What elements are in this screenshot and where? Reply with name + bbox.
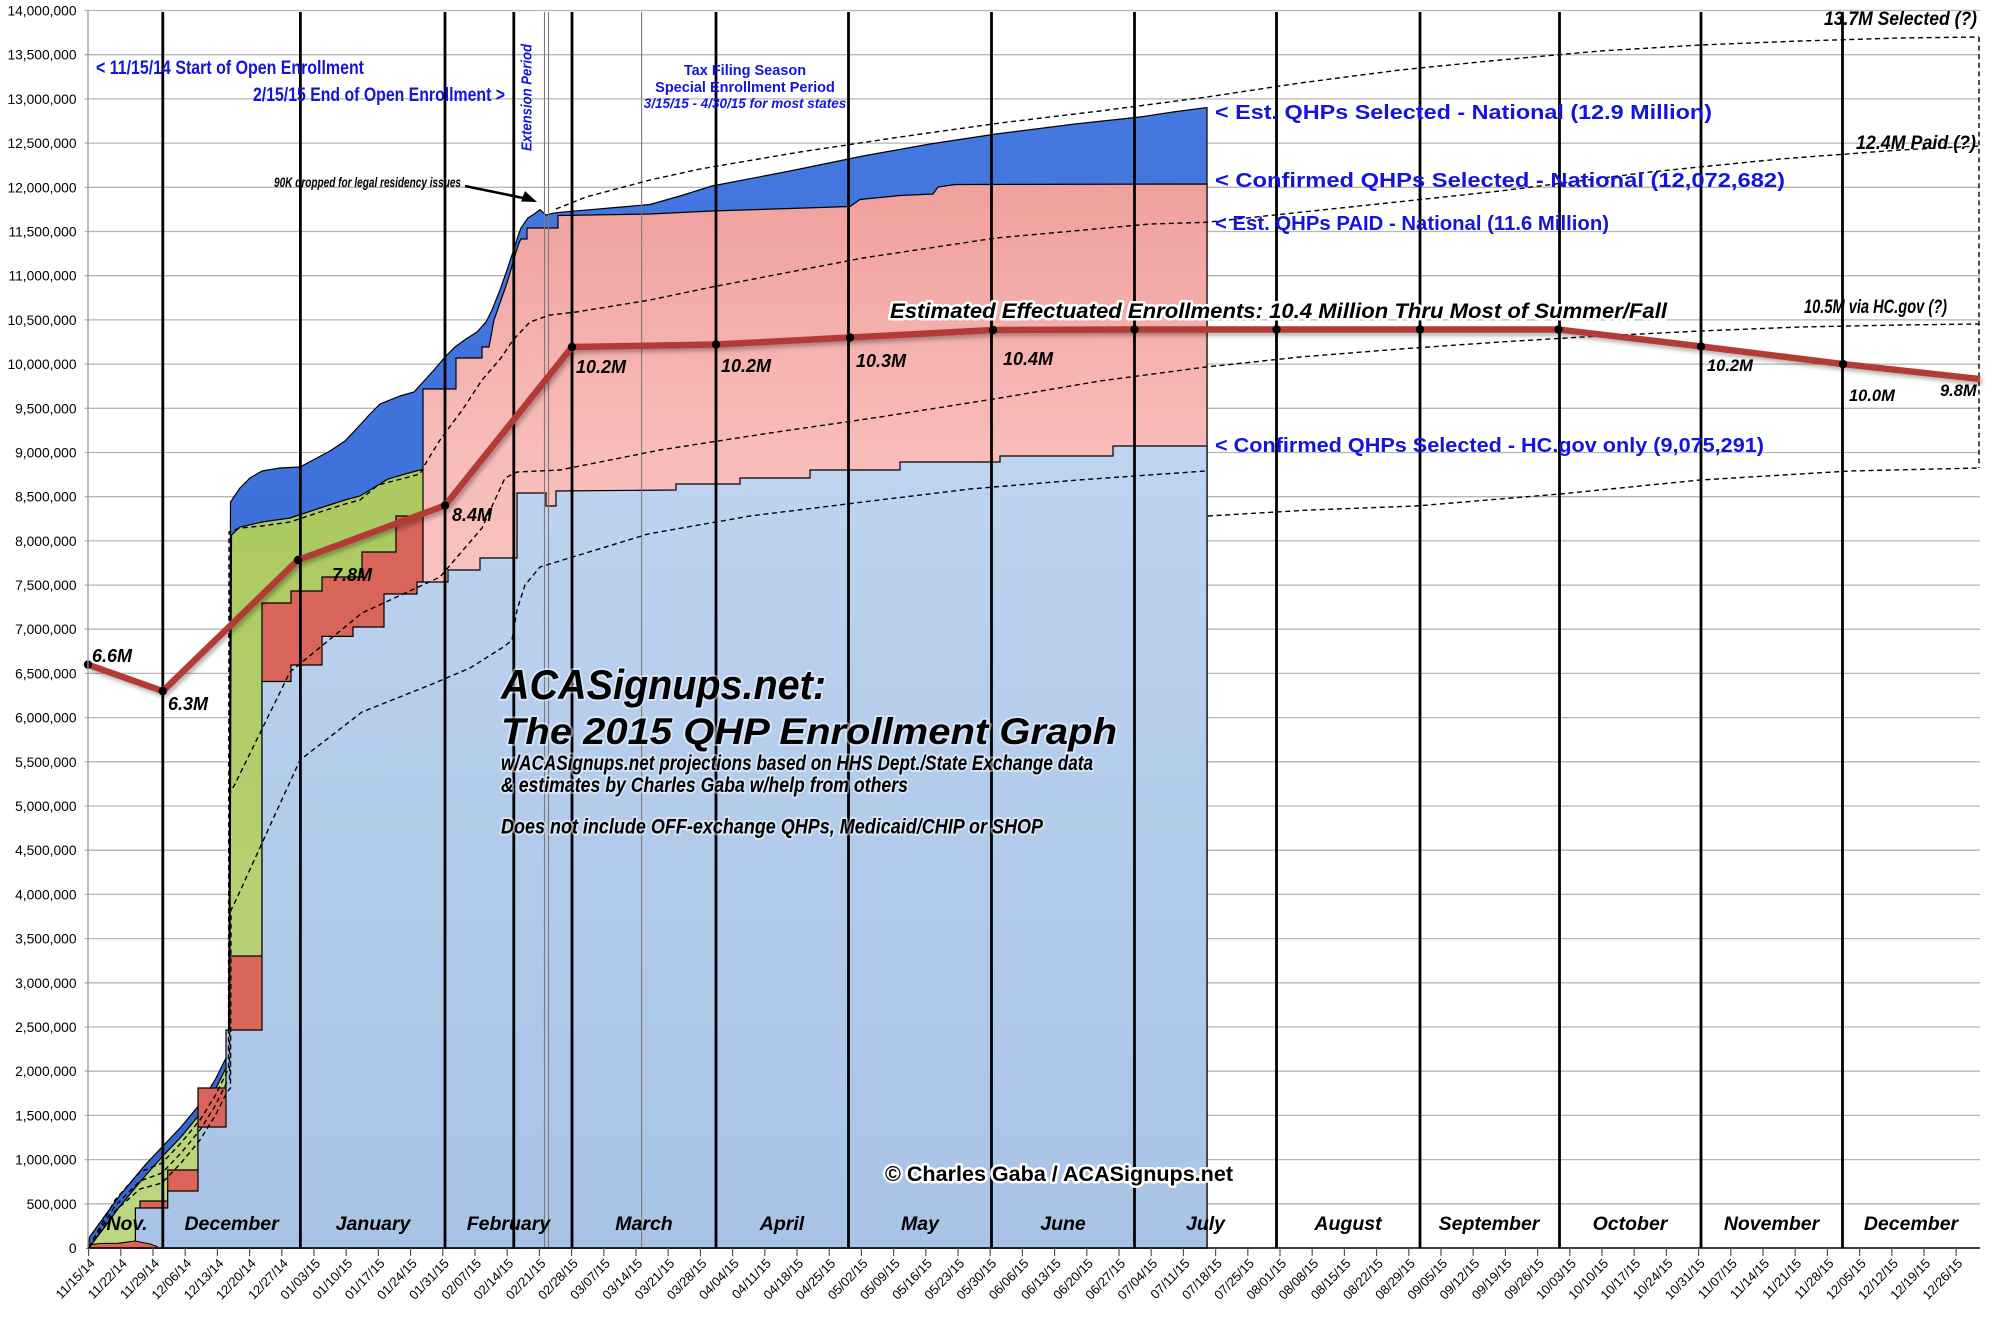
svg-text:13,000,000: 13,000,000: [7, 92, 76, 107]
svg-text:Nov.: Nov.: [106, 1213, 147, 1235]
svg-text:October: October: [1593, 1213, 1669, 1235]
svg-text:10.2M: 10.2M: [1707, 357, 1754, 375]
svg-text:13,500,000: 13,500,000: [7, 48, 76, 63]
svg-text:9,500,000: 9,500,000: [15, 401, 77, 416]
svg-text:3,000,000: 3,000,000: [15, 976, 77, 991]
svg-text:ACASignups.net:: ACASignups.net:: [500, 661, 826, 708]
svg-text:2,500,000: 2,500,000: [15, 1020, 77, 1035]
svg-text:3,500,000: 3,500,000: [15, 932, 77, 947]
svg-text:The 2015 QHP Enrollment Graph: The 2015 QHP Enrollment Graph: [501, 711, 1117, 752]
svg-text:8,500,000: 8,500,000: [15, 490, 77, 505]
svg-text:4,000,000: 4,000,000: [15, 887, 77, 902]
svg-text:< Est. QHPs PAID - National (1: < Est. QHPs PAID - National (11.6 Millio…: [1215, 213, 1609, 235]
svg-text:1,500,000: 1,500,000: [15, 1108, 77, 1123]
svg-text:1,000,000: 1,000,000: [15, 1153, 77, 1168]
svg-text:12,500,000: 12,500,000: [7, 136, 76, 151]
svg-text:& estimates by Charles Gaba w/: & estimates by Charles Gaba w/help from …: [501, 774, 908, 797]
svg-text:10.5M via HC.gov (?): 10.5M via HC.gov (?): [1804, 297, 1947, 318]
svg-text:8,000,000: 8,000,000: [15, 534, 77, 549]
svg-text:4,500,000: 4,500,000: [15, 843, 77, 858]
svg-text:3/15/15 - 4/30/15 for most sta: 3/15/15 - 4/30/15 for most states: [644, 96, 847, 111]
svg-text:12.4M Paid (?): 12.4M Paid (?): [1856, 133, 1976, 154]
svg-text:500,000: 500,000: [27, 1197, 77, 1212]
svg-text:7,000,000: 7,000,000: [15, 622, 77, 637]
svg-text:March: March: [615, 1213, 673, 1235]
svg-text:6,500,000: 6,500,000: [15, 666, 77, 681]
svg-text:11,000,000: 11,000,000: [8, 269, 76, 284]
svg-text:10.4M: 10.4M: [1003, 349, 1054, 369]
svg-text:< Est. QHPs Selected - Nationa: < Est. QHPs Selected - National (12.9 Mi…: [1215, 102, 1712, 124]
svg-text:7.8M: 7.8M: [332, 565, 373, 585]
svg-text:9.8M: 9.8M: [1940, 382, 1978, 400]
svg-text:8.4M: 8.4M: [452, 505, 493, 525]
svg-text:September: September: [1439, 1213, 1541, 1235]
svg-text:6.3M: 6.3M: [168, 694, 209, 714]
svg-text:0: 0: [69, 1241, 77, 1256]
svg-text:9,000,000: 9,000,000: [15, 446, 77, 461]
svg-text:2,000,000: 2,000,000: [15, 1064, 77, 1079]
svg-text:November: November: [1724, 1213, 1821, 1235]
svg-text:May: May: [901, 1213, 940, 1235]
svg-text:10.2M: 10.2M: [576, 357, 627, 377]
svg-text:6,000,000: 6,000,000: [15, 711, 77, 726]
svg-text:10,000,000: 10,000,000: [7, 357, 76, 372]
svg-text:6.6M: 6.6M: [92, 646, 133, 666]
svg-text:June: June: [1040, 1213, 1086, 1235]
svg-text:December: December: [184, 1213, 280, 1235]
svg-text:10.0M: 10.0M: [1849, 387, 1896, 405]
svg-text:Estimated Effectuated Enrollme: Estimated Effectuated Enrollments: 10.4 …: [890, 300, 1668, 323]
svg-text:10.3M: 10.3M: [856, 351, 907, 371]
svg-text:w/ACASignups.net projections b: w/ACASignups.net projections based on HH…: [501, 752, 1093, 775]
svg-text:2/15/15 End of Open Enrollment: 2/15/15 End of Open Enrollment >: [253, 85, 505, 106]
svg-text:January: January: [336, 1213, 412, 1235]
svg-text:Tax Filing Season: Tax Filing Season: [684, 63, 806, 79]
svg-text:< Confirmed QHPs Selected - Na: < Confirmed QHPs Selected - National (12…: [1215, 170, 1785, 192]
svg-text:Extension Period: Extension Period: [519, 43, 536, 151]
svg-text:< Confirmed QHPs Selected - HC: < Confirmed QHPs Selected - HC.gov only …: [1215, 435, 1764, 457]
svg-text:14,000,000: 14,000,000: [7, 4, 76, 19]
svg-text:5,500,000: 5,500,000: [15, 755, 77, 770]
svg-text:April: April: [759, 1213, 805, 1235]
svg-text:10,500,000: 10,500,000: [7, 313, 76, 328]
svg-text:< 11/15/14 Start of Open Enrol: < 11/15/14 Start of Open Enrollment: [96, 58, 365, 79]
svg-text:10.2M: 10.2M: [721, 356, 772, 376]
svg-text:Special Enrollment Period: Special Enrollment Period: [655, 80, 835, 96]
svg-text:December: December: [1864, 1213, 1960, 1235]
svg-text:90K dropped for legal residenc: 90K dropped for legal residency issues: [274, 175, 461, 190]
svg-text:11,500,000: 11,500,000: [8, 225, 76, 240]
svg-text:July: July: [1186, 1213, 1226, 1235]
svg-text:February: February: [467, 1213, 552, 1235]
svg-text:5,000,000: 5,000,000: [15, 799, 77, 814]
svg-text:Does not include OFF-exchange: Does not include OFF-exchange QHPs, Medi…: [501, 816, 1044, 839]
svg-text:August: August: [1313, 1213, 1383, 1235]
svg-text:13.7M Selected (?): 13.7M Selected (?): [1824, 9, 1977, 30]
svg-text:12,000,000: 12,000,000: [7, 180, 76, 195]
svg-text:© Charles Gaba / ACASignups.ne: © Charles Gaba / ACASignups.net: [885, 1163, 1233, 1186]
svg-text:7,500,000: 7,500,000: [15, 578, 77, 593]
